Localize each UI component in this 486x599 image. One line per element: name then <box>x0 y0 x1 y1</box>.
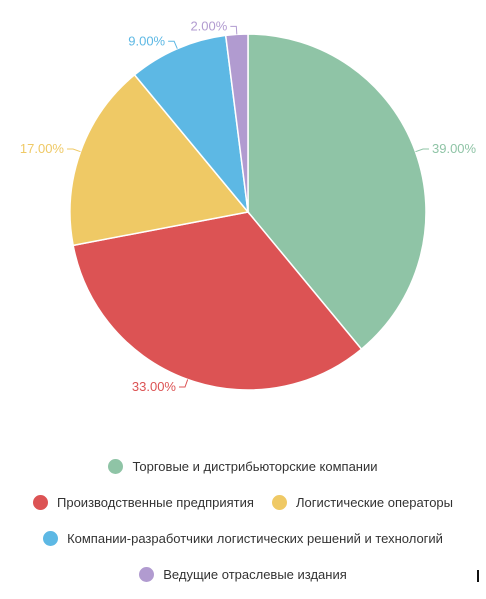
text-cursor <box>477 570 479 582</box>
pie-leader-developers <box>168 40 178 49</box>
pie-slice-developers[interactable] <box>133 34 250 215</box>
legend-label-media: Ведущие отраслевые издания <box>163 566 347 582</box>
pie-slices <box>69 33 427 391</box>
pie-leader-logistics <box>66 148 81 153</box>
legend-swatch-trading <box>108 458 124 474</box>
pie-leader-manufacturing <box>178 379 189 388</box>
legend-swatch-manufacturing <box>33 494 48 510</box>
legend-label-developers: Компании-разработчики логистических реше… <box>67 530 443 546</box>
pie-label-developers: 9.00% <box>128 33 165 48</box>
legend-row-3: Компании-разработчики логистических реше… <box>0 527 486 549</box>
legend-swatch-logistics <box>271 494 287 510</box>
pie-leader-media <box>230 25 238 35</box>
legend-row-4: Ведущие отраслевые издания <box>0 563 486 585</box>
legend-swatch-media <box>139 566 155 582</box>
pie-labels: 39.00% 33.00% 17.00% 9.00% 2.00% <box>20 18 477 394</box>
pie-leader-trading <box>415 148 430 153</box>
pie-label-logistics: 17.00% <box>20 141 65 156</box>
pie-label-manufacturing: 33.00% <box>132 379 177 394</box>
legend-item-logistics[interactable]: Логистические операторы <box>271 494 453 510</box>
legend-swatch-developers <box>43 530 59 546</box>
pie-slice-logistics[interactable] <box>69 73 250 247</box>
pie-chart: 39.00% 33.00% 17.00% 9.00% 2.00% <box>20 18 477 394</box>
legend-label-logistics: Логистические операторы <box>295 494 453 510</box>
legend-row-1: Торговые и дистрибьюторские компании <box>0 455 486 477</box>
legend-item-developers[interactable]: Компании-разработчики логистических реше… <box>43 530 443 546</box>
legend-item-manufacturing[interactable]: Производственные предприятия <box>33 494 254 510</box>
pie-label-media: 2.00% <box>190 18 227 33</box>
pie-slice-trading[interactable] <box>247 33 427 351</box>
legend-row-2: Производственные предприятия Логистическ… <box>0 491 486 513</box>
legend-item-media[interactable]: Ведущие отраслевые издания <box>139 566 347 582</box>
pie-label-trading: 39.00% <box>432 141 477 156</box>
legend-label-manufacturing: Производственные предприятия <box>57 494 254 510</box>
pie-slice-manufacturing[interactable] <box>72 211 363 391</box>
legend-label-trading: Торговые и дистрибьюторские компании <box>132 458 378 474</box>
legend-item-trading[interactable]: Торговые и дистрибьюторские компании <box>108 458 378 474</box>
pie-slice-media[interactable] <box>224 33 249 213</box>
legend: Торговые и дистрибьюторские компании Про… <box>0 455 486 599</box>
